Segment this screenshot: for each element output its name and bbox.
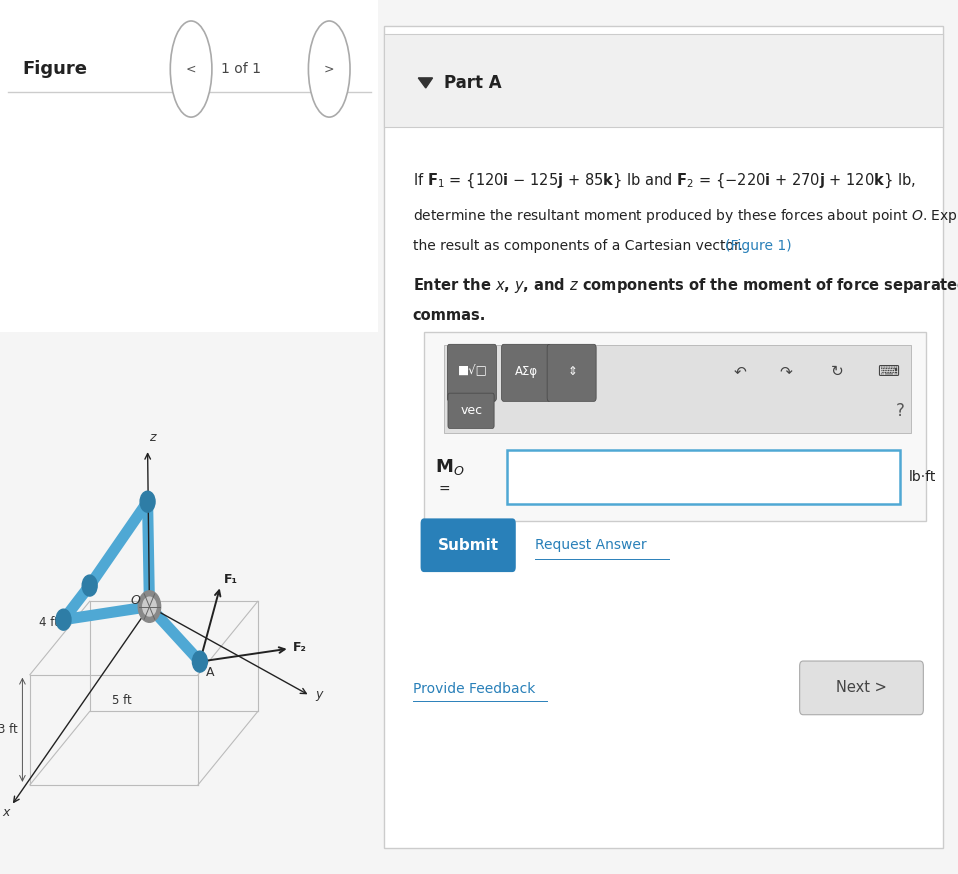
Circle shape <box>140 491 155 512</box>
Text: F₂: F₂ <box>292 642 307 654</box>
FancyBboxPatch shape <box>384 34 943 127</box>
Text: F₁: F₁ <box>223 573 238 586</box>
Text: (Figure 1): (Figure 1) <box>725 239 791 253</box>
FancyBboxPatch shape <box>424 332 925 521</box>
Text: determine the resultant moment produced by these forces about point $\it{O}$. Ex: determine the resultant moment produced … <box>413 207 958 225</box>
FancyBboxPatch shape <box>448 393 494 428</box>
Text: ↷: ↷ <box>780 364 792 378</box>
Text: =: = <box>438 482 450 496</box>
Circle shape <box>82 575 97 596</box>
Text: Enter the $\it{x}$, $\it{y}$, and $\it{z}$ components of the moment of force sep: Enter the $\it{x}$, $\it{y}$, and $\it{z… <box>413 276 958 295</box>
Text: ■√□: ■√□ <box>458 364 488 378</box>
Text: <: < <box>186 63 196 75</box>
Text: O: O <box>130 594 141 607</box>
Text: lb·ft: lb·ft <box>908 470 936 484</box>
FancyBboxPatch shape <box>507 449 900 504</box>
Text: vec: vec <box>460 405 483 417</box>
Text: ?: ? <box>896 402 904 420</box>
FancyBboxPatch shape <box>800 661 924 715</box>
FancyBboxPatch shape <box>384 26 943 848</box>
Text: Part A: Part A <box>444 74 502 92</box>
Text: y: y <box>316 689 323 701</box>
Text: commas.: commas. <box>413 308 486 323</box>
Circle shape <box>308 21 350 117</box>
FancyBboxPatch shape <box>444 344 911 433</box>
Text: If $\mathbf{F}_1$ = {120$\mathbf{i}$ $-$ 125$\mathbf{j}$ + 85$\mathbf{k}$} lb an: If $\mathbf{F}_1$ = {120$\mathbf{i}$ $-$… <box>413 172 916 191</box>
Text: 1 of 1: 1 of 1 <box>221 62 262 76</box>
Text: the result as components of a Cartesian vector.: the result as components of a Cartesian … <box>413 239 747 253</box>
Text: Submit: Submit <box>438 538 499 552</box>
Text: AΣφ: AΣφ <box>515 364 538 378</box>
Text: $\mathbf{M}_O$: $\mathbf{M}_O$ <box>435 457 465 477</box>
Circle shape <box>138 591 161 622</box>
FancyBboxPatch shape <box>421 518 515 572</box>
Text: Provide Feedback: Provide Feedback <box>413 682 535 696</box>
Circle shape <box>171 21 212 117</box>
FancyBboxPatch shape <box>547 344 596 401</box>
FancyBboxPatch shape <box>502 344 551 401</box>
Text: 3 ft: 3 ft <box>0 724 17 736</box>
FancyBboxPatch shape <box>0 0 378 332</box>
FancyBboxPatch shape <box>447 344 496 401</box>
Text: A: A <box>205 666 214 679</box>
Circle shape <box>193 651 207 672</box>
Text: ⌨: ⌨ <box>878 364 900 378</box>
Text: Request Answer: Request Answer <box>536 538 647 552</box>
Text: x: x <box>2 807 10 819</box>
Text: Next >: Next > <box>836 680 887 696</box>
Polygon shape <box>419 78 433 88</box>
Text: 5 ft: 5 ft <box>111 695 131 707</box>
Circle shape <box>56 609 71 630</box>
Text: 4 ft: 4 ft <box>38 616 58 628</box>
Text: >: > <box>324 63 334 75</box>
Text: ↻: ↻ <box>831 364 844 378</box>
Text: z: z <box>149 432 156 444</box>
Text: ↶: ↶ <box>734 364 746 378</box>
Text: ⇕: ⇕ <box>567 364 577 378</box>
Text: Figure: Figure <box>23 60 88 78</box>
Circle shape <box>143 597 156 616</box>
